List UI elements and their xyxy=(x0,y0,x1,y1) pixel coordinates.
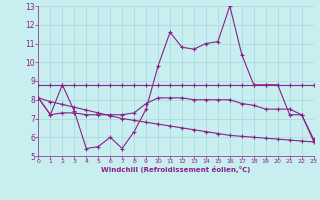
X-axis label: Windchill (Refroidissement éolien,°C): Windchill (Refroidissement éolien,°C) xyxy=(101,166,251,173)
